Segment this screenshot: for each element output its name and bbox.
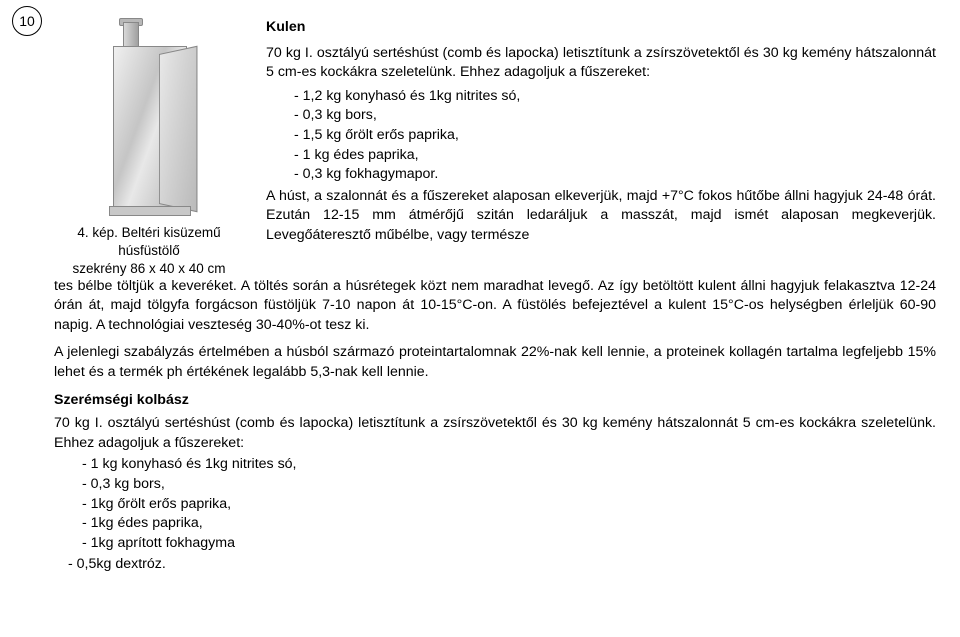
ingredient-item: - 1 kg édes paprika, <box>294 146 936 166</box>
ingredient-item: - 1kg őrölt erős paprika, <box>82 495 936 515</box>
kolbasz-ingredients: - 1 kg konyhasó és 1kg nitrites só, - 0,… <box>82 455 936 553</box>
ingredient-item: - 1kg aprított fokhagyma <box>82 534 936 554</box>
page-content: 4. kép. Beltéri kisüzemű húsfüstölő szek… <box>54 18 936 575</box>
ingredient-item: - 1 kg konyhasó és 1kg nitrites só, <box>82 455 936 475</box>
ingredient-item: - 0,3 kg bors, <box>82 475 936 495</box>
caption-line-1: 4. kép. Beltéri kisüzemű húsfüstölő <box>54 224 244 260</box>
image-column: 4. kép. Beltéri kisüzemű húsfüstölő szek… <box>54 18 244 279</box>
kulen-intro: 70 kg I. osztályú sertéshúst (comb és la… <box>266 44 936 83</box>
page-number: 10 <box>19 13 35 29</box>
ingredient-item: - 1kg édes paprika, <box>82 514 936 534</box>
kulen-method-continued: tes bélbe töltjük a keveréket. A töltés … <box>54 277 936 336</box>
kolbasz-intro: 70 kg I. osztályú sertéshúst (comb és la… <box>54 414 936 453</box>
ingredient-item: - 0,3 kg fokhagymapor. <box>294 165 936 185</box>
cabinet-door-shape <box>159 46 197 213</box>
ingredient-item: - 0,3 kg bors, <box>294 106 936 126</box>
cabinet-base-shape <box>109 206 191 216</box>
regulation-para: A jelenlegi szabályzás értelmében a húsb… <box>54 343 936 382</box>
kulen-method-wrap: A húst, a szalonnát és a fűszereket alap… <box>266 187 936 246</box>
page-number-badge: 10 <box>12 6 42 36</box>
text-column: Kulen 70 kg I. osztályú sertéshúst (comb… <box>266 18 936 246</box>
kulen-ingredients: - 1,2 kg konyhasó és 1kg nitrites só, - … <box>294 87 936 185</box>
kolbasz-title: Szerémségi kolbász <box>54 391 936 411</box>
upper-row: 4. kép. Beltéri kisüzemű húsfüstölő szek… <box>54 18 936 279</box>
caption-line-2: szekrény 86 x 40 x 40 cm <box>54 260 244 278</box>
kolbasz-last-ingredient: - 0,5kg dextróz. <box>68 555 936 575</box>
ingredient-item: - 1,5 kg őrölt erős paprika, <box>294 126 936 146</box>
kulen-title: Kulen <box>266 18 936 38</box>
ingredient-item: - 1,2 kg konyhasó és 1kg nitrites só, <box>294 87 936 107</box>
image-caption: 4. kép. Beltéri kisüzemű húsfüstölő szek… <box>54 224 244 279</box>
smoker-illustration <box>89 18 209 218</box>
